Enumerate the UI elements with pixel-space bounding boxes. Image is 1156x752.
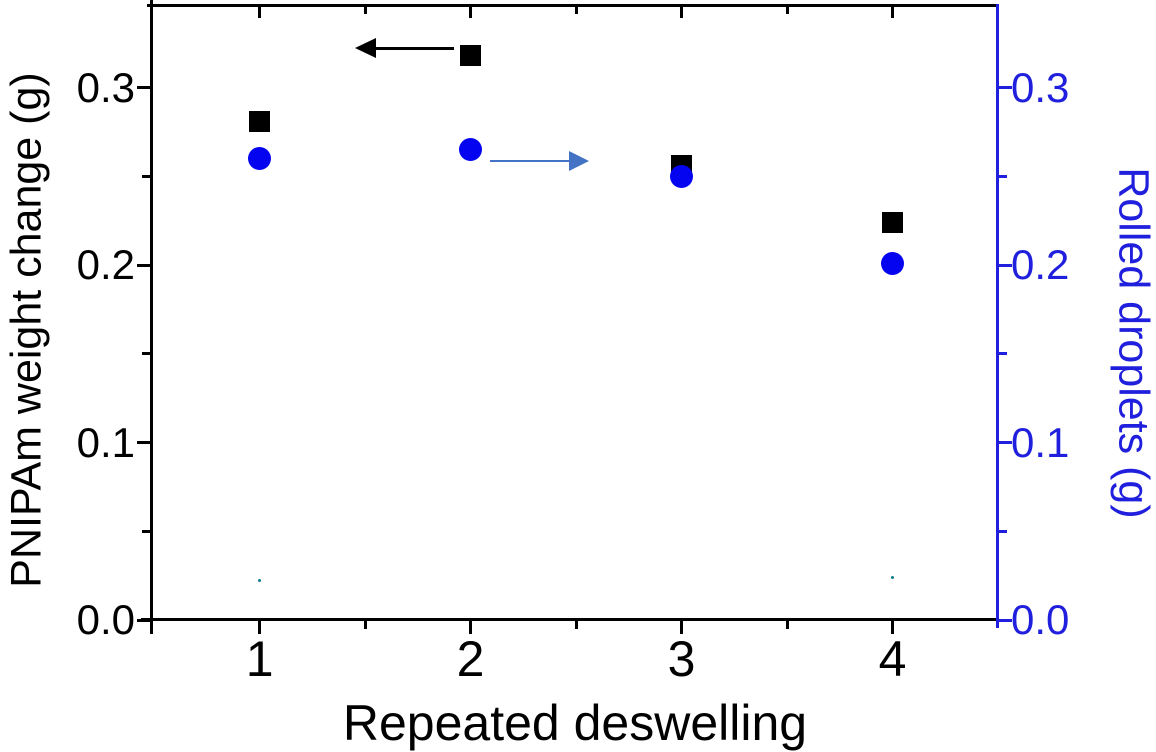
y-right-minor-tick [999, 352, 1007, 356]
y-left-major-tick [137, 86, 151, 90]
y-left-tick-label: 0.0 [76, 596, 135, 643]
left-arrow-shaft [373, 47, 454, 51]
y-right-tick-label: 0.2 [1011, 241, 1070, 289]
data-point-droplets-circle [881, 251, 904, 275]
x-minor-tick-bottom [785, 621, 789, 629]
x-major-tick-top [891, 7, 894, 18]
y-left-tick-label: 0.1 [76, 418, 135, 466]
x-major-tick-bottom [469, 621, 473, 634]
x-minor-tick-top [785, 7, 789, 14]
y-left-minor-tick [142, 529, 151, 533]
x-minor-tick-bottom [574, 621, 578, 629]
left-axis-title: PNIPAm weight change (g) [2, 72, 51, 588]
x-axis-title: Repeated deswelling [342, 695, 808, 751]
bottom-axis-line [141, 618, 999, 621]
x-tick-label: 2 [456, 631, 485, 687]
y-left-major-tick [137, 263, 151, 267]
stray-mark [891, 575, 894, 579]
y-right-major-tick [999, 263, 1012, 267]
left-arrow-head [354, 38, 376, 59]
x-minor-tick-top [363, 7, 367, 14]
data-point-pnipam-square [882, 212, 903, 234]
y-left-minor-tick [142, 175, 151, 179]
data-point-droplets-circle [459, 138, 483, 162]
x-tick-label: 1 [245, 631, 274, 687]
y-right-tick-label: 0.0 [1011, 596, 1070, 643]
y-left-tick-label: 0.2 [76, 241, 135, 289]
x-major-tick-top [469, 7, 473, 18]
stray-mark [258, 579, 262, 583]
y-left-minor-tick [142, 352, 151, 356]
x-major-tick-bottom [891, 621, 894, 634]
right-axis-title: Rolled droplets (g) [1109, 167, 1156, 519]
y-right-major-tick [999, 441, 1012, 445]
x-tick-label: 3 [667, 631, 696, 687]
x-major-tick-top [258, 7, 262, 18]
data-point-droplets-circle [670, 165, 694, 189]
y-right-minor-tick [999, 175, 1007, 179]
data-point-pnipam-square [460, 45, 482, 67]
right-arrow-shaft [489, 159, 571, 162]
x-major-tick-bottom [680, 621, 684, 634]
y-left-major-tick [137, 618, 151, 622]
x-minor-tick-bottom [363, 621, 367, 629]
right-axis-line [996, 4, 999, 628]
x-tick-label: 4 [878, 631, 907, 687]
data-point-droplets-circle [248, 147, 272, 171]
x-minor-tick-top [574, 7, 578, 14]
y-left-major-tick [137, 441, 151, 445]
y-right-major-tick [999, 618, 1012, 622]
top-axis-line [147, 4, 999, 7]
x-major-tick-bottom [258, 621, 262, 634]
y-left-tick-label: 0.3 [76, 63, 135, 111]
y-right-tick-label: 0.1 [1011, 418, 1070, 466]
x-major-tick-top [680, 7, 684, 18]
y-right-minor-tick [999, 529, 1007, 533]
y-right-major-tick [999, 86, 1012, 90]
y-right-tick-label: 0.3 [1011, 63, 1070, 111]
left-axis-line [150, 0, 153, 634]
data-point-pnipam-square [249, 111, 271, 133]
right-arrow-head [568, 150, 589, 171]
